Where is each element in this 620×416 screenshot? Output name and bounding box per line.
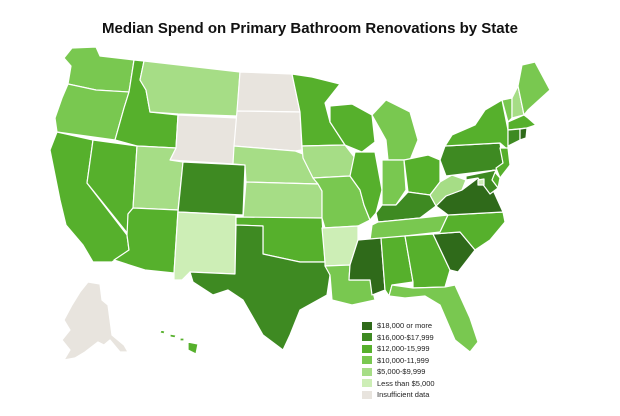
state-co: [177, 161, 246, 216]
legend-swatch: [362, 344, 372, 353]
legend-label: Less than $5,000: [377, 378, 435, 388]
state-nd: [236, 71, 301, 113]
state-me: [517, 61, 551, 116]
state-hi: [159, 329, 199, 355]
legend-label: $5,000-$9,999: [377, 367, 426, 377]
state-ak: [61, 281, 129, 361]
state-dc: [477, 178, 485, 186]
state-wi: [329, 103, 376, 153]
legend-item: $12,000-15,999: [362, 343, 435, 355]
legend-item: $10,000-11,999: [362, 355, 435, 367]
state-nm: [173, 211, 237, 281]
state-ks: [242, 181, 323, 219]
legend-swatch: [362, 367, 372, 376]
state-mi: [371, 99, 419, 161]
legend-label: $12,000-15,999: [377, 344, 430, 354]
state-mt: [139, 60, 241, 117]
legend-swatch: [362, 321, 372, 330]
state-ny: [444, 99, 509, 151]
legend-swatch: [362, 333, 372, 342]
legend: $18,000 or more $16,000-$17,999 $12,000-15…: [362, 320, 435, 401]
legend-item: $18,000 or more: [362, 320, 435, 332]
state-wv: [429, 174, 467, 207]
legend-swatch: [362, 379, 372, 388]
legend-label: $10,000-11,999: [377, 355, 429, 365]
state-tx: [189, 224, 331, 351]
legend-item: Insufficient data: [362, 389, 435, 401]
state-il: [349, 151, 383, 221]
legend-label: $18,000 or more: [377, 321, 433, 331]
legend-item: $5,000-$9,999: [362, 366, 435, 378]
state-ia: [301, 144, 356, 179]
legend-item: $16,000-$17,999: [362, 332, 435, 344]
legend-swatch: [362, 356, 372, 365]
legend-swatch: [362, 390, 372, 399]
state-ct: [507, 128, 521, 147]
state-ri: [519, 127, 528, 141]
state-sd: [233, 110, 303, 152]
map-title: Median Spend on Primary Bathroom Renovat…: [102, 20, 518, 37]
state-wy: [169, 114, 238, 165]
legend-item: Less than $5,000: [362, 378, 435, 390]
legend-label: $16,000-$17,999: [377, 332, 434, 342]
state-fl: [388, 284, 479, 353]
legend-label: Insufficient data: [377, 390, 430, 400]
